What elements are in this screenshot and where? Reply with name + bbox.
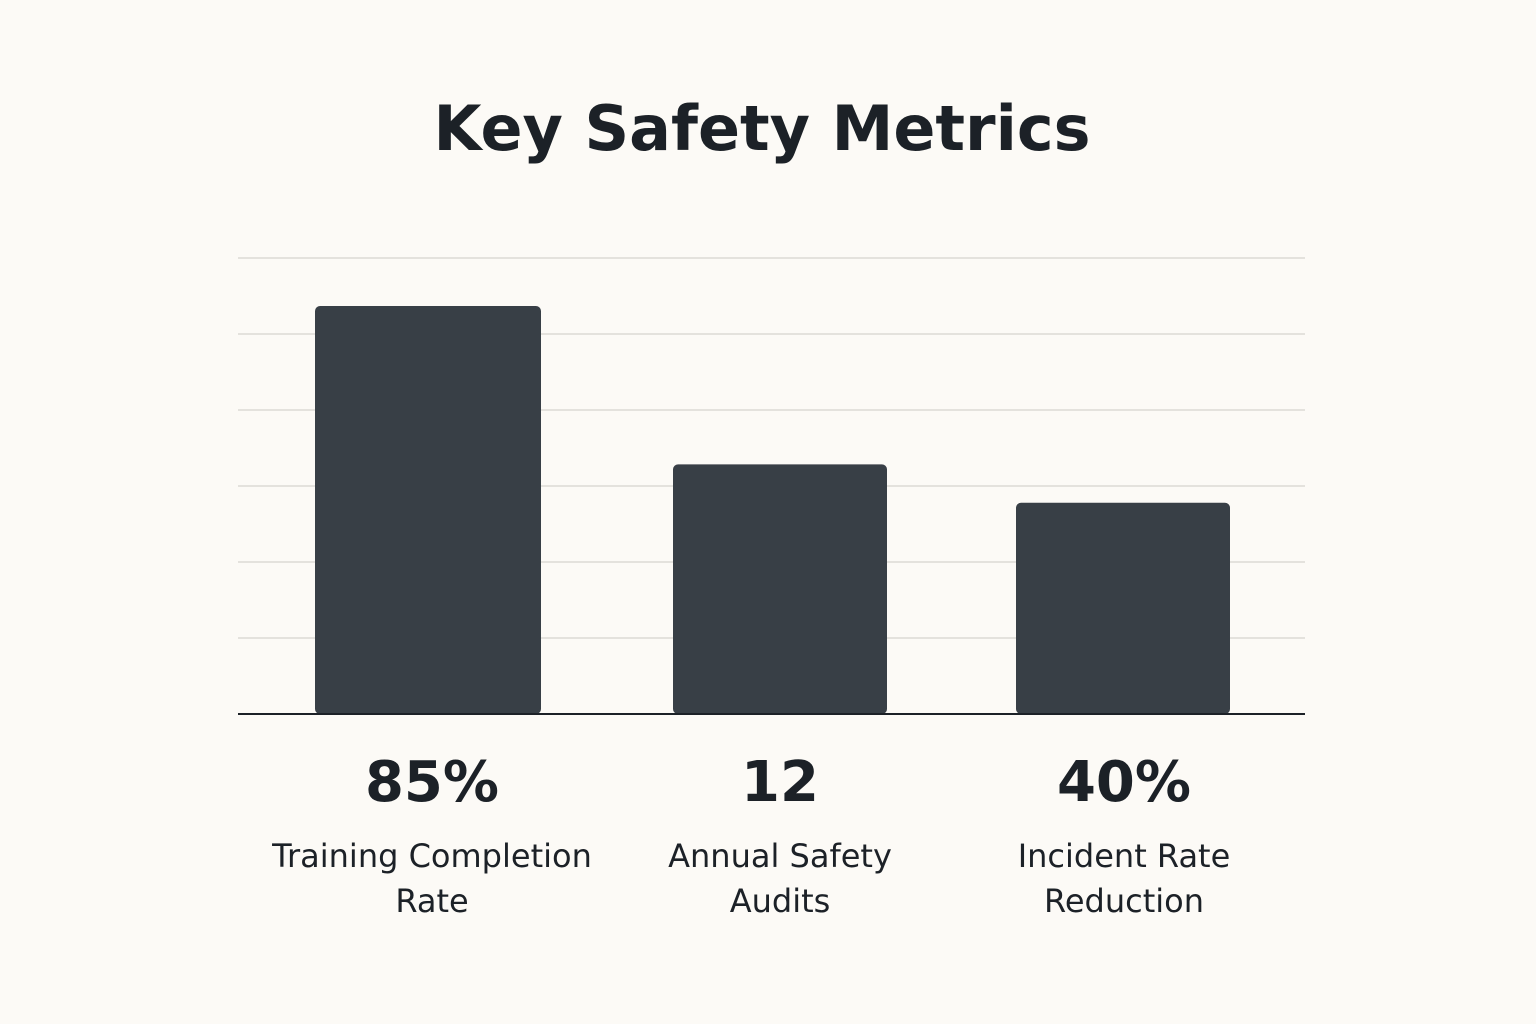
value-label-3: 40% xyxy=(1057,750,1191,815)
bar-3 xyxy=(1016,502,1230,714)
category-label-1-line-2: Rate xyxy=(395,882,468,920)
category-label-1-line-1: Training Completion xyxy=(271,837,592,875)
category-label-2-line-2: Audits xyxy=(730,882,831,920)
bars xyxy=(315,306,1230,714)
category-labels: 85% 12 40% Training Completion Rate Annual Sa… xyxy=(271,750,1230,920)
bar-2 xyxy=(673,464,887,714)
category-label-3-line-2: Reduction xyxy=(1044,882,1204,920)
category-label-2-line-1: Annual Safety xyxy=(668,837,892,875)
bar-1 xyxy=(315,306,541,714)
value-label-2: 12 xyxy=(741,750,819,815)
category-label-3-line-1: Incident Rate xyxy=(1018,837,1231,875)
value-label-1: 85% xyxy=(365,750,499,815)
chart-title: Key Safety Metrics xyxy=(433,92,1090,165)
